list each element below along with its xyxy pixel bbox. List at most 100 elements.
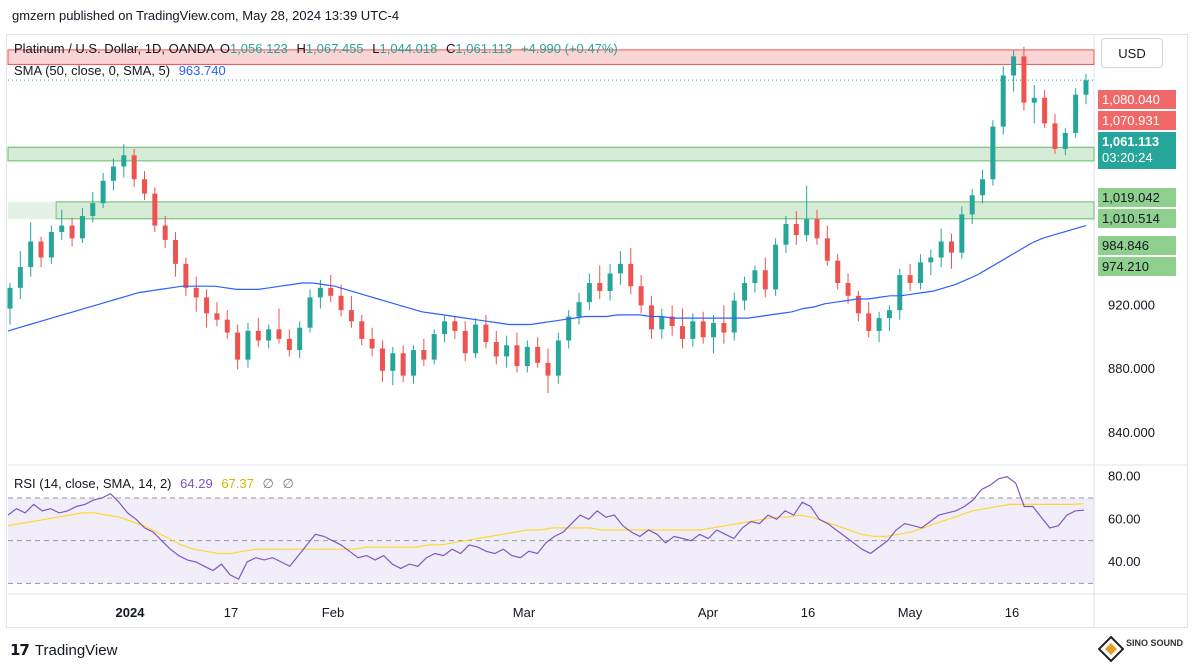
rsi-extra-2: ∅: [282, 476, 294, 491]
candle-body: [1073, 94, 1079, 133]
time-tick-label: Mar: [513, 605, 536, 620]
candle-body: [638, 286, 644, 306]
rsi-tick-label: 80.00: [1108, 469, 1141, 484]
candle-body: [762, 270, 768, 290]
zone-support-lower: [55, 201, 1095, 220]
support-1-label: 1,019.042: [1098, 188, 1176, 207]
resistance-high-label: 1,080.040: [1098, 90, 1176, 109]
candle-body: [121, 155, 127, 167]
candle-body: [545, 362, 551, 376]
candle-body: [586, 283, 592, 303]
candle-body: [742, 283, 748, 301]
candle-body: [504, 345, 510, 357]
candle-body: [214, 313, 220, 320]
candle-body: [566, 316, 572, 341]
tradingview-brand: TradingView: [34, 641, 118, 659]
candle-body: [793, 223, 799, 236]
time-tick-label: 16: [801, 605, 815, 620]
candle-body: [607, 273, 613, 292]
candle-body: [297, 327, 303, 351]
candle-body: [555, 340, 561, 376]
candle-body: [235, 332, 241, 360]
candle-body: [804, 219, 810, 236]
countdown-value: 03:20:24: [1102, 150, 1153, 165]
candle-body: [980, 179, 986, 196]
candle-body: [452, 321, 458, 331]
zone-resistance: [7, 49, 1095, 65]
candle-body: [535, 346, 541, 363]
currency-button[interactable]: USD: [1101, 38, 1163, 68]
change-value: +4.990 (+0.47%): [520, 41, 618, 56]
candle-body: [721, 322, 727, 333]
close-value: 1,061.113: [455, 41, 513, 56]
candle-body: [348, 310, 354, 322]
high-value: 1,067.455: [305, 41, 364, 56]
support-4-label: 974.210: [1098, 257, 1176, 276]
candle-body: [669, 316, 675, 327]
candle-body: [783, 223, 789, 245]
candle-body: [938, 241, 944, 258]
candle-body: [648, 305, 654, 330]
candle-body: [338, 295, 344, 311]
candle-body: [411, 350, 416, 376]
candle-body: [680, 326, 685, 339]
candle-body: [204, 297, 210, 314]
candle-body: [431, 334, 437, 360]
candle-body: [659, 316, 665, 330]
candle-body: [245, 330, 251, 360]
watermark: SINO SOUND: [1098, 634, 1188, 664]
candle-body: [576, 302, 582, 317]
candle-body: [317, 287, 323, 298]
open-value: 1,056.123: [229, 41, 288, 56]
symbol-label[interactable]: Platinum / U.S. Dollar, 1D, OANDA: [14, 41, 215, 56]
candle-body: [690, 321, 696, 339]
candle-body: [17, 267, 23, 288]
candle-body: [907, 275, 913, 284]
price-tick-label: 880.000: [1108, 361, 1155, 376]
rsi-label[interactable]: RSI (14, close, SMA, 14, 2): [14, 476, 172, 491]
zone-support-upper: [7, 146, 1095, 162]
candle-body: [193, 287, 199, 298]
candle-body: [731, 300, 737, 333]
candle-body: [390, 353, 396, 371]
published-header: gmzern published on TradingView.com, May…: [12, 8, 400, 23]
candle-body: [462, 330, 468, 354]
time-tick-label: May: [898, 605, 923, 620]
support-2-label: 1,010.514: [1098, 209, 1176, 228]
low-value: 1,044.018: [379, 41, 438, 56]
candle-body: [524, 346, 530, 367]
tradingview-mark-icon: 𝟭𝟳: [10, 642, 30, 659]
candle-body: [1042, 97, 1048, 124]
candle-body: [876, 318, 882, 331]
sma-value: 963.740: [178, 63, 226, 78]
time-tick-label: Feb: [322, 605, 344, 620]
time-tick-label: 17: [224, 605, 238, 620]
candle-body: [276, 329, 282, 339]
watermark-text: SINO SOUND: [1126, 638, 1184, 648]
sma-label[interactable]: SMA (50, close, 0, SMA, 5): [14, 63, 171, 78]
time-tick-label: 2024: [116, 605, 146, 620]
candle-body: [617, 263, 623, 274]
candle-body: [1052, 123, 1058, 149]
candle-body: [131, 155, 137, 180]
candle-body: [7, 287, 13, 309]
main-legend: Platinum / U.S. Dollar, 1D, OANDA O1,056.…: [14, 41, 618, 56]
rsi-ma-value: 67.37: [221, 476, 254, 491]
candle-body: [328, 287, 334, 296]
candle-body: [69, 225, 75, 239]
price-tick-label: 920.000: [1108, 297, 1155, 312]
chart-frame: [6, 34, 1188, 628]
candle-body: [1011, 56, 1017, 76]
support-3-label: 984.846: [1098, 236, 1176, 255]
candle-body: [359, 321, 365, 339]
tradingview-logo[interactable]: 𝟭𝟳 TradingView: [10, 641, 118, 660]
candle-body: [886, 310, 892, 319]
sma-legend: SMA (50, close, 0, SMA, 5) 963.740: [14, 63, 231, 78]
candle-body: [866, 313, 872, 331]
candle-body: [1000, 75, 1006, 127]
rsi-tick-label: 40.00: [1108, 554, 1141, 569]
candle-body: [897, 275, 903, 311]
candle-body: [1083, 80, 1089, 95]
candle-body: [969, 195, 975, 215]
